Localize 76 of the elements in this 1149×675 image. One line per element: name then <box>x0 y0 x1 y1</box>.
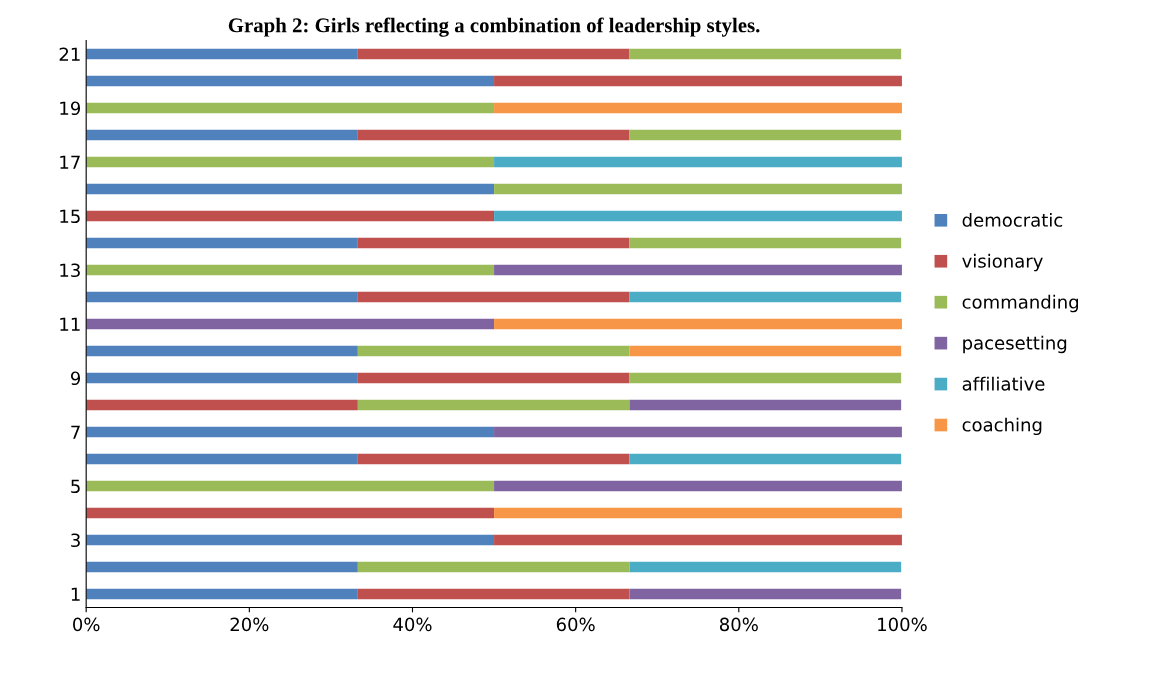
bar <box>86 75 495 87</box>
bar <box>86 48 358 60</box>
chart-title: Graph 2: Girls reflecting a combination of leadership styles. <box>228 17 760 37</box>
bar <box>629 588 902 600</box>
bar <box>629 561 902 573</box>
y-tick-label: 21 <box>59 47 80 61</box>
bar <box>86 129 358 141</box>
bar <box>86 210 495 222</box>
bar <box>86 264 495 276</box>
y-tick-label: 17 <box>60 155 80 169</box>
bar <box>629 453 902 465</box>
bar <box>86 291 358 303</box>
bar <box>86 561 358 573</box>
bar <box>357 399 630 411</box>
bar <box>86 507 495 519</box>
bar <box>86 156 495 168</box>
bar <box>357 561 630 573</box>
bar <box>494 75 902 87</box>
y-tick-label: 9 <box>70 371 81 386</box>
bar <box>357 291 630 303</box>
bar <box>86 102 495 114</box>
legend-label: visionary <box>962 253 1043 272</box>
bar <box>357 129 630 141</box>
legend-label: affiliative <box>962 376 1045 391</box>
legend-label: commanding <box>962 294 1079 313</box>
bar <box>629 399 902 411</box>
bar <box>357 237 630 249</box>
bar <box>357 453 630 465</box>
x-tick-label: 80% <box>719 617 758 632</box>
y-tick-label: 7 <box>71 425 80 439</box>
bar <box>86 237 358 249</box>
x-tick-label: 20% <box>230 617 269 632</box>
bar <box>629 291 902 303</box>
bar <box>629 372 902 384</box>
bar <box>494 480 902 492</box>
y-tick-label: 1 <box>71 587 80 601</box>
legend-label: pacesetting <box>963 335 1067 354</box>
legend-label: democratic <box>962 212 1063 227</box>
bar <box>494 507 902 519</box>
bar <box>86 318 495 330</box>
bar <box>494 318 902 330</box>
bar <box>357 48 630 60</box>
bar <box>86 480 495 492</box>
bar <box>494 426 902 438</box>
bar <box>86 453 358 465</box>
y-tick-label: 5 <box>71 479 80 494</box>
bar <box>494 264 902 276</box>
bar <box>86 588 358 600</box>
bar <box>629 345 902 357</box>
y-tick-label: 11 <box>60 317 80 331</box>
bar <box>357 588 630 600</box>
bar <box>494 210 902 222</box>
y-tick-label: 13 <box>60 263 80 278</box>
bar <box>357 345 630 357</box>
x-tick-label: 100% <box>878 617 927 632</box>
y-tick-label: 15 <box>60 209 80 224</box>
bar <box>86 399 358 411</box>
bar <box>86 345 358 357</box>
bar <box>494 183 902 195</box>
legend-label: coaching <box>962 417 1042 436</box>
bar <box>494 156 902 168</box>
bar <box>357 372 630 384</box>
bar <box>86 372 358 384</box>
bar <box>494 102 902 114</box>
y-tick-label: 3 <box>71 533 80 548</box>
x-tick-label: 40% <box>393 617 432 632</box>
bar <box>629 48 902 60</box>
x-tick-label: 60% <box>556 617 595 632</box>
bar <box>494 534 902 546</box>
x-tick-label: 0% <box>73 617 100 632</box>
bar <box>86 534 495 546</box>
bar <box>629 237 902 249</box>
y-tick-label: 19 <box>60 101 81 116</box>
bar <box>86 183 495 195</box>
bar <box>86 426 495 438</box>
bar <box>629 129 902 141</box>
